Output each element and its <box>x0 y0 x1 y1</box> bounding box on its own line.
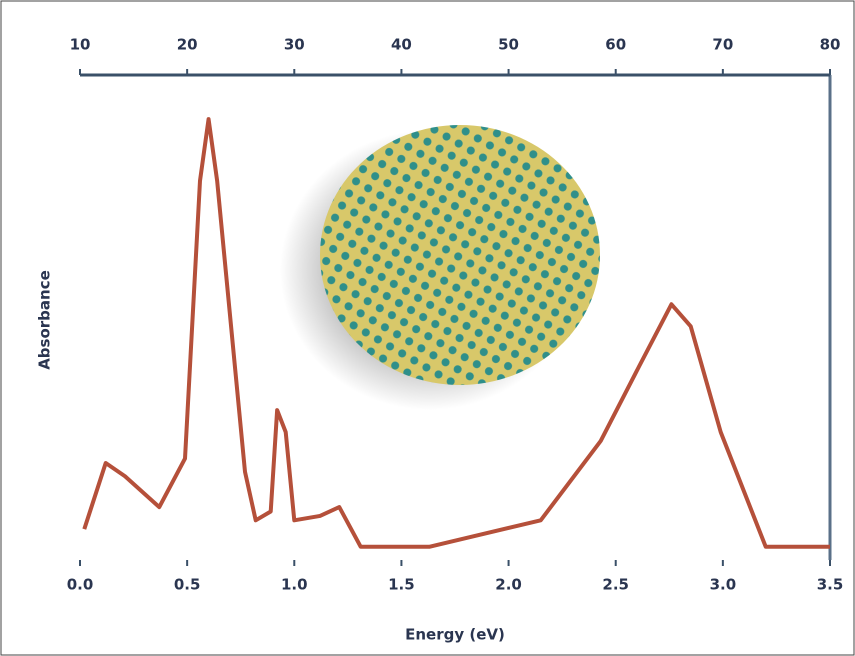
tick-label: 2.5 <box>602 576 629 594</box>
tick-label: 10 <box>70 36 91 54</box>
nanoparticle-inset <box>320 125 600 385</box>
tick-label: 80 <box>820 36 841 54</box>
tick-label: 3.0 <box>710 576 737 594</box>
tick-label: 50 <box>498 36 519 54</box>
tick-label: 20 <box>177 36 198 54</box>
tick-label: 3.5 <box>817 576 844 594</box>
x-axis-title: Energy (eV) <box>405 626 505 644</box>
chart: Absorbance Energy (eV) 0.0 0.5 1.0 1.5 2.0 2.… <box>0 0 855 656</box>
tick-label: 1.0 <box>281 576 308 594</box>
tick-label: 2.0 <box>495 576 522 594</box>
tick-label: 60 <box>605 36 626 54</box>
tick-label: 1.5 <box>388 576 415 594</box>
tick-label: 70 <box>712 36 733 54</box>
y-axis-title: Absorbance <box>36 270 54 370</box>
tick-label: 0.0 <box>67 576 94 594</box>
tick-label: 0.5 <box>174 576 201 594</box>
tick-label: 30 <box>284 36 305 54</box>
tick-label: 40 <box>391 36 412 54</box>
